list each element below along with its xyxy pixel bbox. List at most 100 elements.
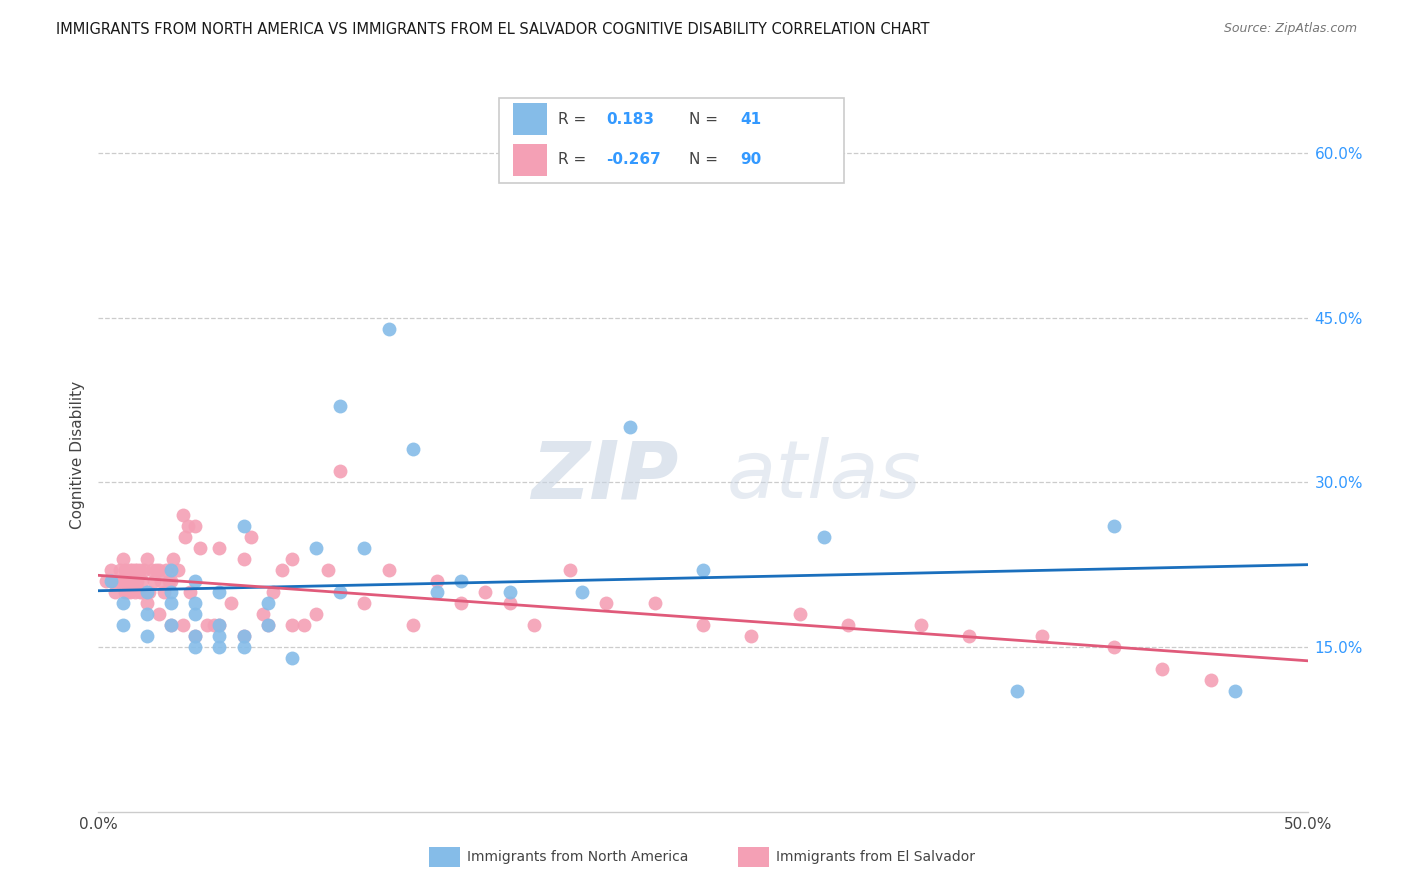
Point xyxy=(107,574,129,589)
Point xyxy=(160,563,183,577)
Point xyxy=(208,618,231,632)
Text: 41: 41 xyxy=(741,112,762,127)
Text: 90: 90 xyxy=(741,153,762,168)
Point xyxy=(135,629,157,643)
Point xyxy=(195,618,218,632)
Point xyxy=(252,607,274,621)
Point xyxy=(692,563,714,577)
Point xyxy=(232,552,254,566)
Point xyxy=(232,640,254,654)
FancyBboxPatch shape xyxy=(499,98,844,183)
Point xyxy=(271,563,294,577)
Point xyxy=(100,563,122,577)
Point xyxy=(184,629,207,643)
Point xyxy=(134,563,156,577)
Point xyxy=(498,585,520,599)
Text: Immigrants from El Salvador: Immigrants from El Salvador xyxy=(776,850,976,864)
Point xyxy=(256,596,278,610)
Point xyxy=(208,618,231,632)
Point xyxy=(498,596,520,610)
Point xyxy=(143,574,166,589)
Point xyxy=(837,618,859,632)
Point xyxy=(174,530,197,544)
Point xyxy=(1102,640,1125,654)
Point xyxy=(145,563,167,577)
Point xyxy=(160,618,183,632)
Point xyxy=(135,585,157,599)
Point xyxy=(111,618,134,632)
Point xyxy=(179,585,201,599)
Text: Immigrants from North America: Immigrants from North America xyxy=(467,850,688,864)
Point xyxy=(281,651,304,665)
Point xyxy=(1031,629,1053,643)
Point xyxy=(157,574,180,589)
Point xyxy=(740,629,762,643)
Point xyxy=(1199,673,1222,687)
Text: N =: N = xyxy=(689,112,723,127)
Point xyxy=(108,563,131,577)
Point xyxy=(124,585,146,599)
Point xyxy=(281,618,304,632)
Point xyxy=(138,585,160,599)
Text: -0.267: -0.267 xyxy=(606,153,661,168)
Point xyxy=(208,629,231,643)
Y-axis label: Cognitive Disability: Cognitive Disability xyxy=(69,381,84,529)
Point xyxy=(172,508,194,523)
Point xyxy=(114,563,136,577)
Point xyxy=(131,585,153,599)
Point xyxy=(121,574,143,589)
Point xyxy=(595,596,617,610)
Point xyxy=(94,574,117,589)
Point xyxy=(221,596,243,610)
Point xyxy=(353,596,375,610)
Point xyxy=(117,574,139,589)
Point xyxy=(450,574,472,589)
Point xyxy=(329,585,352,599)
Point xyxy=(474,585,496,599)
Point xyxy=(208,585,231,599)
Point xyxy=(128,585,150,599)
Point xyxy=(135,585,157,599)
Point xyxy=(377,321,399,335)
Point xyxy=(571,585,593,599)
Point xyxy=(377,563,399,577)
Point xyxy=(256,618,278,632)
Point xyxy=(316,563,339,577)
Point xyxy=(402,442,425,457)
Point xyxy=(262,585,284,599)
Point xyxy=(135,552,157,566)
Text: R =: R = xyxy=(558,153,591,168)
Point xyxy=(813,530,835,544)
Point xyxy=(184,574,207,589)
Point xyxy=(118,574,141,589)
Point xyxy=(292,618,315,632)
Point xyxy=(644,596,666,610)
Point xyxy=(118,563,141,577)
Point xyxy=(117,585,139,599)
Point xyxy=(450,596,472,610)
Text: 0.183: 0.183 xyxy=(606,112,654,127)
Point xyxy=(118,585,141,599)
Point xyxy=(172,618,194,632)
Point xyxy=(148,563,170,577)
Point xyxy=(135,607,157,621)
Point xyxy=(184,607,207,621)
Point xyxy=(329,399,352,413)
Point xyxy=(256,618,278,632)
Point xyxy=(104,585,127,599)
Text: ZIP: ZIP xyxy=(531,437,679,516)
Point xyxy=(619,420,641,434)
Point xyxy=(150,574,173,589)
Point xyxy=(1223,684,1246,698)
Point xyxy=(208,640,231,654)
Point xyxy=(135,596,157,610)
Point xyxy=(177,519,200,533)
Point xyxy=(305,541,328,556)
Point xyxy=(558,563,581,577)
Point xyxy=(148,607,170,621)
Point xyxy=(239,530,262,544)
Point xyxy=(957,629,980,643)
Point xyxy=(124,563,146,577)
Point xyxy=(101,574,124,589)
Point xyxy=(184,519,207,533)
